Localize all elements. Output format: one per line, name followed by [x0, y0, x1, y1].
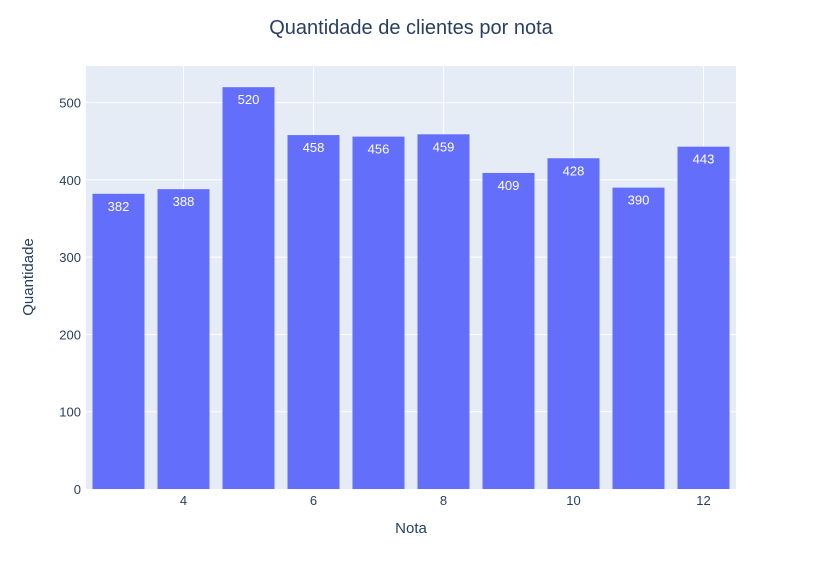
- bar: [92, 193, 145, 490]
- bars: [92, 87, 730, 490]
- bar-value-label: 443: [693, 152, 715, 167]
- bar: [417, 134, 470, 490]
- y-tick-label: 100: [59, 405, 81, 420]
- bar-value-label: 428: [563, 163, 585, 178]
- y-tick-label: 500: [59, 96, 81, 111]
- y-tick-label: 0: [74, 482, 81, 497]
- x-tick-label: 10: [566, 493, 580, 508]
- y-tick-label: 200: [59, 327, 81, 342]
- bar-value-label: 390: [628, 193, 650, 208]
- chart-title: Quantidade de clientes por nota: [269, 17, 553, 39]
- x-tick-label: 6: [310, 493, 317, 508]
- bar: [287, 135, 340, 489]
- x-tick-label: 8: [440, 493, 447, 508]
- x-tick-label: 4: [180, 493, 187, 508]
- bar-value-label: 456: [368, 142, 390, 157]
- bar: [222, 87, 275, 489]
- bar-value-label: 459: [433, 139, 455, 154]
- x-axis-ticks: 4 6 8 10 12: [180, 493, 711, 508]
- bar: [612, 187, 665, 489]
- y-axis-title: Quantidade: [20, 238, 37, 316]
- bar: [157, 189, 210, 490]
- bar: [547, 158, 600, 489]
- bar-labels: 382 388 520 458 456 459 409 428 390 443: [108, 92, 715, 214]
- x-axis-title: Nota: [395, 520, 427, 537]
- bar-value-label: 458: [303, 140, 325, 155]
- bar-value-label: 520: [238, 92, 260, 107]
- y-tick-label: 300: [59, 250, 81, 265]
- y-tick-label: 400: [59, 173, 81, 188]
- x-tick-label: 12: [696, 493, 710, 508]
- bar-value-label: 382: [108, 199, 130, 214]
- bar: [352, 136, 405, 489]
- bar-value-label: 409: [498, 178, 520, 193]
- bar: [677, 146, 730, 490]
- y-axis-ticks: 0 100 200 300 400 500: [59, 96, 81, 497]
- bar-value-label: 388: [173, 194, 195, 209]
- bar: [482, 172, 535, 489]
